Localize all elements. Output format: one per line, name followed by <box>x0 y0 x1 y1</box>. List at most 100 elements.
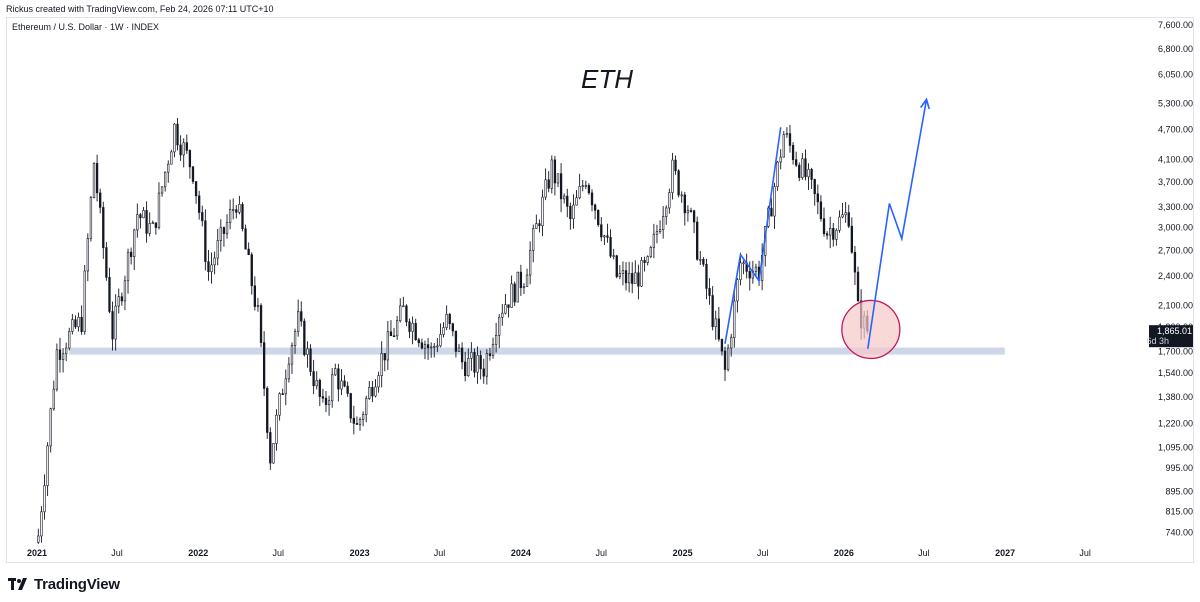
candle-body <box>259 305 263 343</box>
candle-body <box>829 228 832 236</box>
candle-body <box>216 240 219 259</box>
time-tick-label: Jul <box>434 548 446 558</box>
candle-body <box>343 380 346 387</box>
candle-body <box>677 170 680 196</box>
candle-body <box>550 159 553 189</box>
candle-body <box>232 209 235 211</box>
candle-body <box>847 212 850 227</box>
candle-body <box>331 374 334 402</box>
candle-body <box>844 212 847 216</box>
candle-body <box>433 346 436 348</box>
candle-body <box>287 363 291 380</box>
candle-body <box>303 320 306 355</box>
candle-body <box>250 254 253 287</box>
candle-body <box>142 210 145 219</box>
drawings-layer <box>724 97 931 360</box>
candle-body <box>482 368 485 377</box>
drawn-path-2025[interactable] <box>724 127 782 344</box>
candle-body <box>714 318 717 328</box>
projection-path[interactable] <box>867 99 928 349</box>
candle-body <box>711 295 714 328</box>
candle-body <box>513 283 516 303</box>
price-tick-label: 895.00 <box>1165 486 1193 496</box>
time-tick-label: 2023 <box>350 548 370 558</box>
candle-body <box>556 173 560 184</box>
candle-body <box>733 300 736 339</box>
candle-body <box>516 271 519 303</box>
candle-body <box>111 311 114 340</box>
candle-body <box>371 387 374 397</box>
symbol-description: Ethereum / U.S. Dollar · 1W · INDEX <box>12 22 159 32</box>
price-tick-label: 815.00 <box>1165 507 1193 517</box>
time-axis[interactable]: 2021 Jul 2022 Jul 2023 Jul 2024 Jul 2025 Jul 2026 J… <box>27 548 1091 558</box>
candle-body <box>451 323 454 332</box>
candle-body <box>708 288 711 296</box>
candle-body <box>584 185 587 187</box>
candle-body <box>454 330 458 352</box>
projection-arrowhead <box>920 97 931 110</box>
candle-body <box>290 345 294 365</box>
candle-body <box>680 194 683 197</box>
candle-body <box>717 318 720 340</box>
candle-body <box>649 247 652 257</box>
candle-body <box>383 353 386 361</box>
candle-body <box>494 335 498 345</box>
candle-body <box>86 238 89 272</box>
time-tick-label: 2026 <box>834 548 854 558</box>
candle-body <box>92 163 96 198</box>
candle-body <box>324 397 328 405</box>
candle-body <box>692 210 696 223</box>
candle-body <box>442 327 445 335</box>
chart-frame: Ethereum / U.S. Dollar · 1W · INDEX ETH … <box>6 17 1194 563</box>
candle-body <box>618 273 622 277</box>
candle-body <box>674 159 677 172</box>
candle-body <box>179 144 182 156</box>
candle-body <box>578 186 581 199</box>
candle-body <box>37 535 40 543</box>
price-chart[interactable]: Ethereum / U.S. Dollar · 1W · INDEX ETH … <box>7 18 1193 562</box>
candle-body <box>507 304 510 308</box>
candle-body <box>798 164 801 178</box>
candle-body <box>188 150 192 168</box>
candle-body <box>535 223 538 229</box>
candle-body <box>835 229 838 240</box>
candle-body <box>590 192 594 206</box>
candle-body <box>235 209 238 213</box>
candle-body <box>838 216 841 231</box>
price-tick-label: 4,100.00 <box>1158 154 1193 164</box>
time-tick-label: 2024 <box>511 548 531 558</box>
candle-body <box>467 357 470 377</box>
candle-body <box>74 319 77 328</box>
candle-body <box>479 355 482 370</box>
candle-body <box>380 353 383 376</box>
candle-body <box>340 380 343 390</box>
time-tick-label: 2022 <box>188 548 208 558</box>
price-tick-label: 1,700.00 <box>1158 346 1193 356</box>
candle-body <box>563 195 566 200</box>
candle-body <box>392 335 396 338</box>
candle-body <box>334 368 337 376</box>
candle-body <box>652 233 656 248</box>
candle-body <box>99 192 102 208</box>
candle-body <box>559 173 563 200</box>
candle-body <box>801 158 804 178</box>
price-axis[interactable]: 7,600.00 6,800.00 6,050.00 5,300.00 4,700.00… <box>1146 20 1193 538</box>
footer: TradingView <box>8 573 120 595</box>
candle-body <box>102 207 105 248</box>
candle-body <box>689 210 693 212</box>
candle-body <box>411 323 414 332</box>
candle-body <box>525 274 529 287</box>
price-tick-label: 1,220.00 <box>1158 419 1193 429</box>
candle-body <box>399 305 402 321</box>
candle-body <box>655 231 659 235</box>
candle-body <box>327 400 331 405</box>
candle-body <box>58 349 62 360</box>
candle-body <box>464 361 467 377</box>
candle-body <box>593 204 597 211</box>
candle-body <box>519 271 523 289</box>
candle-body <box>201 212 204 222</box>
candle-body <box>538 223 541 227</box>
support-zone-layer <box>69 347 1005 355</box>
bar-countdown: 6d 3h <box>1146 336 1169 346</box>
candle-body <box>600 224 603 238</box>
